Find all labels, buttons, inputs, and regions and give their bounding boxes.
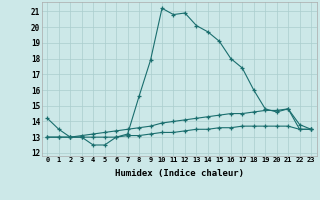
X-axis label: Humidex (Indice chaleur): Humidex (Indice chaleur)	[115, 169, 244, 178]
